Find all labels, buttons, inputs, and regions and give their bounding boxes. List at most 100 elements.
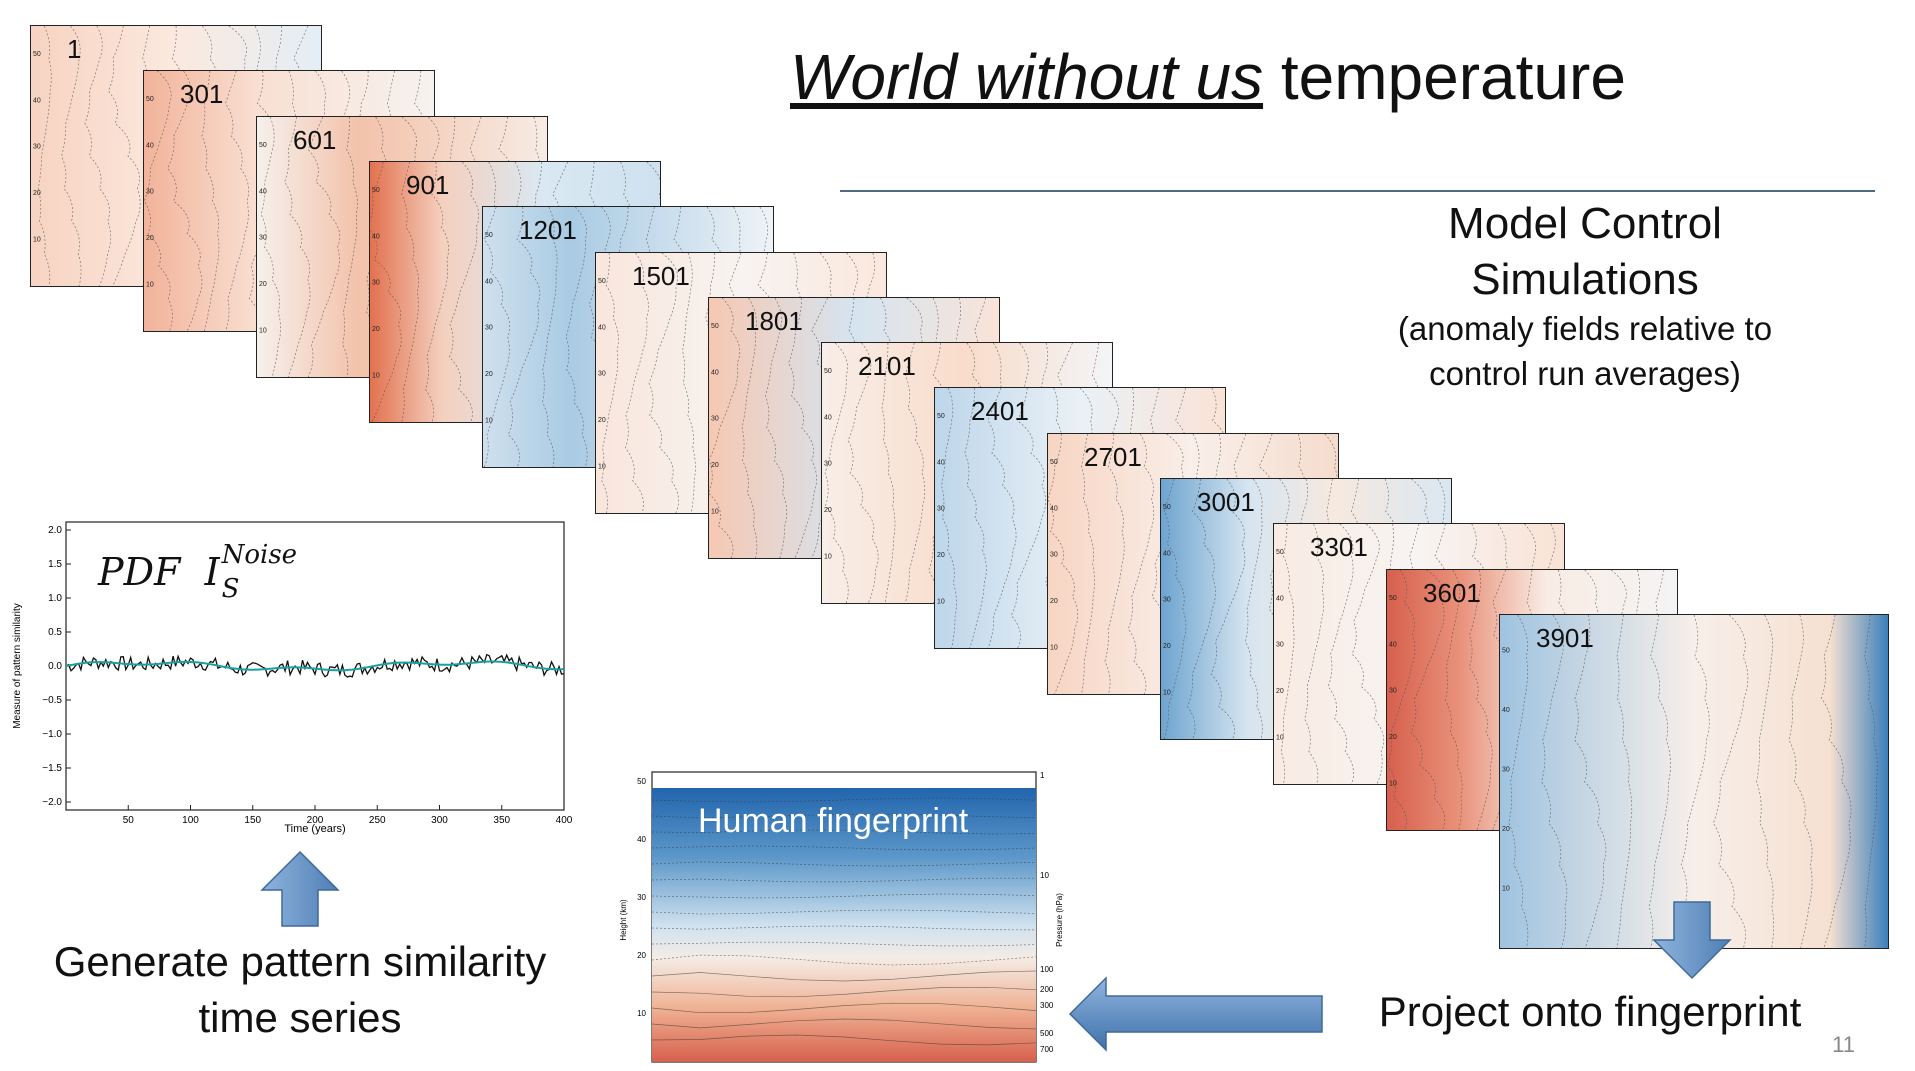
ts-x-tick: 100 bbox=[182, 815, 199, 826]
fp-y-label: Height (km) bbox=[619, 899, 628, 941]
panel-y-tick: 10 bbox=[1276, 735, 1284, 742]
panel-y-tick: 10 bbox=[1050, 644, 1058, 651]
panel-label: 2401 bbox=[971, 396, 1029, 427]
ts-x-tick: 200 bbox=[307, 815, 324, 826]
panel-y-tick: 10 bbox=[598, 463, 606, 470]
panel-y-tick: 20 bbox=[1276, 688, 1284, 695]
panel-y-tick: 40 bbox=[1276, 596, 1284, 603]
panel-label: 1801 bbox=[745, 305, 803, 336]
noise-smooth-line bbox=[65, 660, 565, 672]
panel-label: 601 bbox=[293, 124, 337, 155]
panel-y-tick: 30 bbox=[711, 416, 719, 423]
panel-label: 2701 bbox=[1084, 441, 1142, 472]
slide-title-rest: temperature bbox=[1263, 41, 1626, 113]
fp-y-tick: 30 bbox=[637, 893, 646, 902]
ts-y-label: Measure of pattern similarity bbox=[12, 603, 23, 729]
panel-y-tick: 40 bbox=[1389, 641, 1397, 648]
panel-y-tick: 10 bbox=[1502, 885, 1510, 892]
panel-y-tick: 20 bbox=[711, 462, 719, 469]
ts-y-tick: 1.5 bbox=[48, 559, 62, 570]
panel-y-tick: 40 bbox=[259, 188, 267, 195]
fingerprint-label: Human fingerprint bbox=[698, 802, 969, 840]
panel-y-tick: 50 bbox=[1502, 648, 1510, 655]
panel-y-tick: 40 bbox=[1163, 550, 1171, 557]
panel-label: 901 bbox=[406, 169, 450, 200]
fp-pressure-tick: 10 bbox=[1040, 871, 1049, 880]
panel-y-tick: 10 bbox=[33, 237, 41, 244]
ts-y-tick: 0.5 bbox=[48, 627, 62, 638]
ts-x-tick: 400 bbox=[556, 815, 573, 826]
fingerprint-figure: 10 20 30 40 50 1 10 100 200 300 500 700 Height (km)… bbox=[612, 760, 1072, 1066]
panel-y-tick: 10 bbox=[485, 418, 493, 425]
panel-y-tick: 50 bbox=[598, 277, 606, 284]
panel-y-tick: 20 bbox=[485, 371, 493, 378]
fp-pressure-label: Pressure (hPa) bbox=[1055, 893, 1064, 947]
index-superscript: Noise bbox=[221, 540, 298, 570]
panel-y-tick: 40 bbox=[824, 414, 832, 421]
panel-y-tick: 30 bbox=[1050, 551, 1058, 558]
panel-y-tick: 30 bbox=[1502, 766, 1510, 773]
project-caption: Project onto fingerprint bbox=[1378, 988, 1802, 1035]
panel-y-tick: 50 bbox=[146, 96, 154, 103]
panel-y-tick: 10 bbox=[372, 372, 380, 379]
panel-y-tick: 20 bbox=[937, 553, 945, 560]
panel-y-tick: 10 bbox=[824, 554, 832, 561]
ts-x-tick: 250 bbox=[369, 815, 386, 826]
panel-y-tick: 40 bbox=[372, 233, 380, 240]
ts-y-tick: −1.5 bbox=[42, 763, 62, 774]
panel-y-tick: 50 bbox=[711, 323, 719, 330]
ts-x-tick: 300 bbox=[431, 815, 448, 826]
panel-y-tick: 40 bbox=[711, 369, 719, 376]
panel-y-tick: 30 bbox=[1163, 597, 1171, 604]
page-number: 11 bbox=[1832, 1032, 1855, 1057]
ts-y-tick: −1.0 bbox=[42, 729, 62, 740]
panel-y-tick: 50 bbox=[824, 368, 832, 375]
panel-y-tick: 40 bbox=[598, 324, 606, 331]
panel-y-tick: 30 bbox=[259, 234, 267, 241]
up-arrow-icon bbox=[260, 850, 340, 927]
pattern-similarity-svg: 2.0 1.5 1.0 0.5 0.0 −0.5 −1.0 −1.5 −2.0 50 100 150… bbox=[12, 521, 573, 835]
panel-y-tick: 50 bbox=[259, 141, 267, 148]
panel-label: 3301 bbox=[1310, 532, 1368, 563]
fingerprint-svg: 10 20 30 40 50 1 10 100 200 300 500 700 Height (km)… bbox=[619, 771, 1064, 1063]
panel-y-tick: 50 bbox=[1276, 549, 1284, 556]
panel-y-tick: 10 bbox=[711, 508, 719, 515]
ts-x-tick: 350 bbox=[493, 815, 510, 826]
panel-y-tick: 50 bbox=[1050, 459, 1058, 466]
ts-x-label: Time (years) bbox=[284, 823, 345, 835]
panel-y-tick: 10 bbox=[146, 282, 154, 289]
fp-pressure-tick: 700 bbox=[1040, 1045, 1054, 1054]
fp-pressure-tick: 500 bbox=[1040, 1029, 1054, 1038]
panel-label: 1 bbox=[67, 34, 82, 64]
left-arrow-icon bbox=[1068, 976, 1323, 1052]
ts-y-tick: 0.0 bbox=[48, 661, 62, 672]
panel-y-tick: 10 bbox=[1163, 690, 1171, 697]
panel-y-tick: 30 bbox=[1276, 642, 1284, 649]
panel-y-tick: 40 bbox=[1502, 707, 1510, 714]
panel-y-tick: 50 bbox=[937, 413, 945, 420]
panel-y-tick: 20 bbox=[259, 281, 267, 288]
control-subtitle-line-1: (anomaly fields relative to bbox=[1397, 310, 1773, 347]
fp-y-tick: 40 bbox=[637, 835, 646, 844]
panel-y-tick: 50 bbox=[485, 232, 493, 239]
generate-caption-line-2: time series bbox=[198, 994, 402, 1041]
panel-y-tick: 30 bbox=[485, 325, 493, 332]
control-heading-line-1: Model Control bbox=[1448, 199, 1722, 248]
ts-y-tick: −0.5 bbox=[42, 695, 62, 706]
ts-x-tick: 50 bbox=[123, 815, 135, 826]
panel-y-tick: 50 bbox=[1389, 594, 1397, 601]
panel-y-tick: 30 bbox=[33, 144, 41, 151]
panel-y-tick: 30 bbox=[598, 370, 606, 377]
ts-y-tick: −2.0 bbox=[42, 797, 62, 808]
panel-label: 1501 bbox=[632, 260, 690, 291]
panel-y-tick: 40 bbox=[937, 460, 945, 467]
generate-caption-line-1: Generate pattern similarity bbox=[53, 938, 547, 985]
slide-title: World without us temperature bbox=[790, 40, 1626, 114]
panel-y-tick: 20 bbox=[598, 417, 606, 424]
slide-title-italic: World without us bbox=[790, 41, 1264, 113]
panel-y-tick: 40 bbox=[146, 143, 154, 150]
panel-y-tick: 20 bbox=[1050, 598, 1058, 605]
fp-right-tick: 1 bbox=[1040, 771, 1045, 780]
panel-y-tick: 10 bbox=[259, 327, 267, 334]
panel-label: 3601 bbox=[1423, 577, 1481, 608]
